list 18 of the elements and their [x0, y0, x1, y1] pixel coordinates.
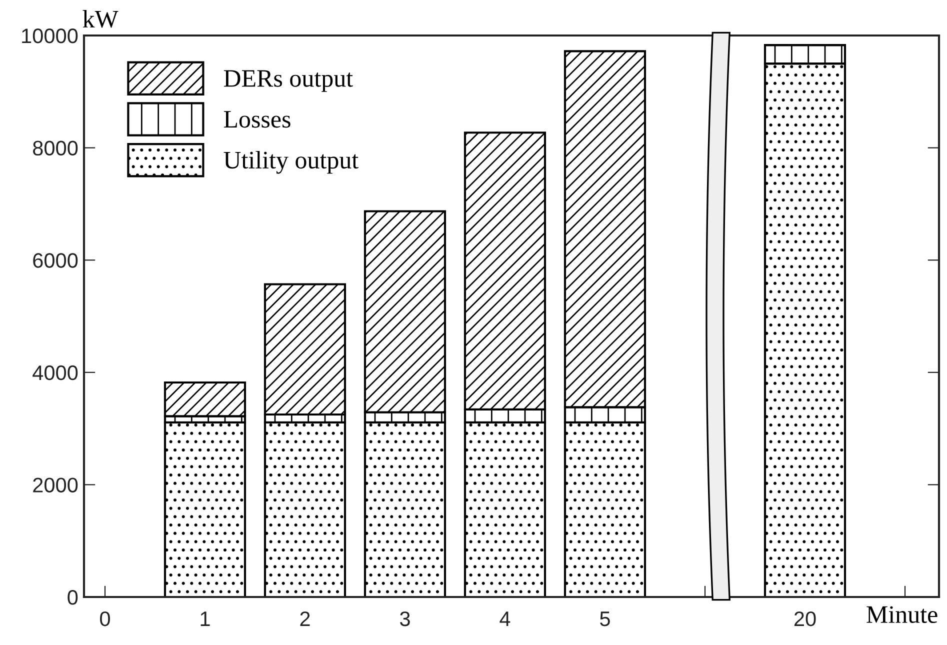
y-tick-label: 6000 — [33, 253, 78, 268]
y-tick-label: 4000 — [32, 365, 78, 380]
x-axis-title: Minute — [866, 606, 938, 624]
y-tick-label: 2000 — [33, 478, 78, 492]
y-tick-label: 10000 — [22, 28, 78, 44]
x-tick-label: 2 — [300, 611, 310, 626]
x-tick-label: 5 — [600, 612, 610, 626]
x-tick-label: 3 — [400, 611, 410, 626]
y-tick-label: 0 — [68, 590, 78, 605]
y-axis-title: kW — [82, 10, 118, 28]
legend-label: DERs output — [224, 70, 353, 92]
legend-label: Losses — [224, 111, 290, 128]
x-tick-label: 4 — [500, 612, 510, 626]
legend-label: Utility output — [224, 150, 358, 174]
x-tick-label: 1 — [200, 612, 210, 626]
x-tick-label: 0 — [100, 611, 110, 626]
x-tick-label: 20 — [794, 611, 816, 626]
y-tick-label: 8000 — [33, 140, 78, 156]
